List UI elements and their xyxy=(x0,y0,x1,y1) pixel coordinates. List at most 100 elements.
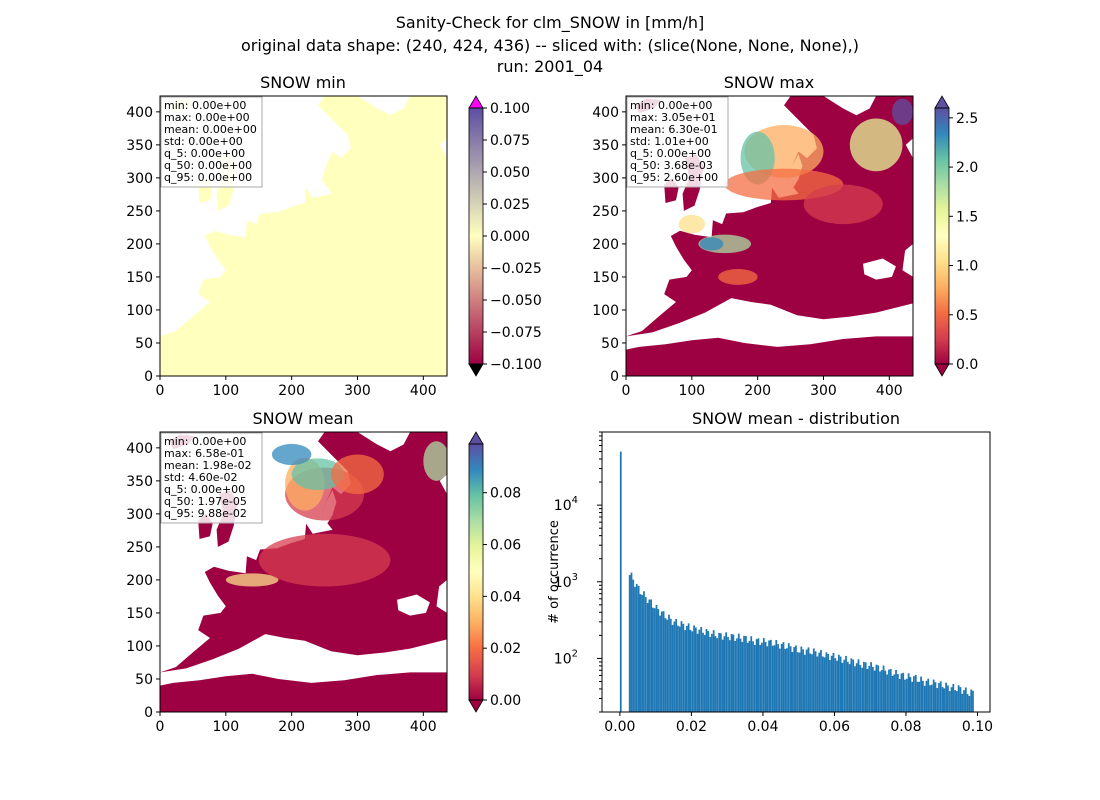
x-tick-label: 0 xyxy=(622,383,631,399)
colorbar-tick-label: 0.02 xyxy=(490,641,521,657)
histogram-bar xyxy=(775,639,778,712)
y-tick-label: 250 xyxy=(126,204,153,220)
histogram-bar xyxy=(682,623,685,712)
histogram-bar xyxy=(675,619,678,712)
histogram-bar xyxy=(948,691,951,712)
x-tick-label: 200 xyxy=(278,719,305,735)
map-sea-area xyxy=(863,258,896,280)
histogram-bar xyxy=(855,663,858,712)
colorbar-tick-label: 0.050 xyxy=(490,165,530,181)
x-tick-label: 0.04 xyxy=(747,719,778,735)
stats-line: mean: 1.98e-02 xyxy=(164,459,252,472)
stats-line: mean: 6.30e-01 xyxy=(630,123,718,136)
colorbar-gradient xyxy=(935,108,949,364)
histogram-panel: 0.00 0.02 0.04 0.06 0.08 0.10 102 103 104 # of oc… xyxy=(547,431,993,735)
colorbar-tick-label: 1.5 xyxy=(956,209,978,225)
histogram-bar xyxy=(943,688,946,712)
histogram-bar xyxy=(852,659,855,712)
map-sea-area xyxy=(160,634,447,686)
histogram-bar xyxy=(954,690,956,712)
colorbar-tick-label: 0.0 xyxy=(956,357,978,373)
histogram-bar xyxy=(964,687,967,712)
colorbar-frame xyxy=(468,443,484,701)
histogram-bar xyxy=(825,652,828,712)
stats-line: max: 6.58e-01 xyxy=(164,447,244,460)
histogram-bar xyxy=(848,664,851,712)
x-tick-label: 0.06 xyxy=(819,719,850,735)
histogram-bar xyxy=(778,648,781,712)
map-snow-region xyxy=(271,443,312,466)
map-content xyxy=(626,96,913,376)
histogram-bar xyxy=(743,635,745,712)
histogram-bar xyxy=(725,632,728,712)
histogram-bar xyxy=(753,644,756,712)
x-tick-label: 300 xyxy=(810,383,837,399)
colorbar-mean: 0.08 0.06 0.04 0.02 0.00 xyxy=(468,431,521,713)
histogram-bar xyxy=(714,636,717,712)
stats-line: min: 0.00e+00 xyxy=(164,435,246,448)
y-tick-label: 400 xyxy=(126,441,153,457)
histogram-bar xyxy=(641,594,644,712)
y-tick-label: 50 xyxy=(601,336,619,352)
histogram-bar xyxy=(660,611,663,712)
histogram-bar xyxy=(769,639,772,712)
histogram-frame xyxy=(601,431,991,713)
y-tick-label: 150 xyxy=(126,270,153,286)
histogram-bar xyxy=(657,609,660,712)
map-snow-region xyxy=(291,458,345,491)
histogram-bar xyxy=(877,665,880,712)
histogram-bar xyxy=(959,687,962,712)
x-tick-label: 0.02 xyxy=(676,719,707,735)
histogram-bar xyxy=(966,693,969,712)
histogram-bar xyxy=(619,451,622,712)
colorbar-max: 2.5 2.0 1.5 1.0 0.5 0.0 xyxy=(934,95,978,377)
histogram-bar xyxy=(854,666,856,712)
histogram-bar xyxy=(716,638,719,712)
histogram-bar xyxy=(907,673,910,712)
histogram-bar xyxy=(664,618,667,712)
histogram-bar xyxy=(737,633,740,712)
map-sea-area xyxy=(436,579,447,613)
stats-line: q_50: 3.68e-03 xyxy=(630,159,713,172)
y-tick-label: 200 xyxy=(126,573,153,589)
map-snow-region xyxy=(331,454,384,495)
histogram-bar xyxy=(921,680,924,712)
histogram-bar xyxy=(787,643,790,712)
histogram-bar xyxy=(913,676,915,712)
colorbar-tick-label: 0.5 xyxy=(956,308,978,324)
histogram-bar xyxy=(816,656,819,712)
map-snow-region xyxy=(891,98,913,126)
stats-line: max: 0.00e+00 xyxy=(164,111,250,124)
histogram-bar xyxy=(916,681,919,712)
histogram-bar xyxy=(659,615,661,712)
histogram-bars xyxy=(619,451,974,712)
histogram-bar xyxy=(843,659,846,712)
colorbar-extend-top xyxy=(934,95,950,109)
histogram-bar xyxy=(669,618,672,712)
map-panel-max: 0 100 200 300 400 0 50 100 150 200 250 300 350 400 min… xyxy=(592,95,914,399)
histogram-bar xyxy=(934,682,937,712)
histogram-bar xyxy=(845,655,847,712)
colorbar-tick-label: −0.075 xyxy=(490,325,542,341)
histogram-bar xyxy=(818,652,821,712)
stats-line: q_50: 0.00e+00 xyxy=(164,159,252,172)
histogram-bar xyxy=(947,685,949,712)
colorbar-tick-label: −0.100 xyxy=(490,357,542,373)
panel-title-min: SNOW min xyxy=(260,73,346,92)
histogram-bar xyxy=(759,644,762,712)
colorbar-tick-label: 0.100 xyxy=(490,101,530,117)
colorbar-tick-label: −0.050 xyxy=(490,293,542,309)
map-sea-area xyxy=(626,298,913,350)
histogram-bar xyxy=(653,608,656,712)
histogram-bar xyxy=(972,690,974,712)
histogram-bar xyxy=(685,625,688,712)
stats-line: min: 0.00e+00 xyxy=(164,99,246,112)
histogram-bar xyxy=(696,633,699,712)
y-tick-label: 0 xyxy=(610,369,619,385)
stats-line: max: 3.05e+01 xyxy=(630,111,716,124)
histogram-bar xyxy=(687,623,690,712)
histogram-bar xyxy=(757,638,760,712)
